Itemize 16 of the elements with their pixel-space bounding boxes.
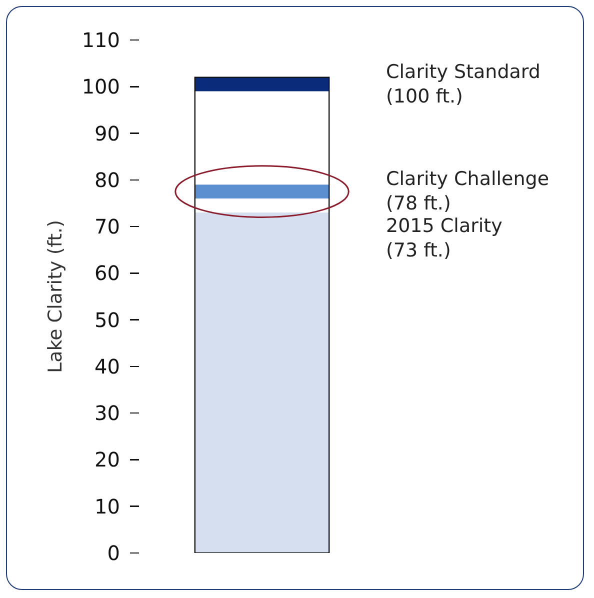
text: 2015 Clarity (73 ft.) [386,215,502,262]
y-tick-label: 0 [107,541,120,565]
band-label: Clarity Challenge (78 ft.) [386,168,550,215]
y-tick-label: 10 [94,494,120,518]
y-tick-label: 60 [94,261,120,286]
y-tick-label: 110 [82,28,120,52]
y-tick-label: 80 [94,168,120,192]
y-tick-label: 20 [94,448,120,472]
y-axis-title: Lake Clarity (ft.) [44,220,67,373]
y-tick-label: 50 [94,308,120,332]
y-tick-label: 40 [94,354,120,378]
band-label: Clarity Standard (100 ft.) [386,61,540,108]
y-tick-label: 30 [94,401,120,426]
y-tick-label: 70 [94,214,120,239]
y-tick-label: 100 [82,74,120,99]
y-tick-label: 90 [94,121,120,146]
